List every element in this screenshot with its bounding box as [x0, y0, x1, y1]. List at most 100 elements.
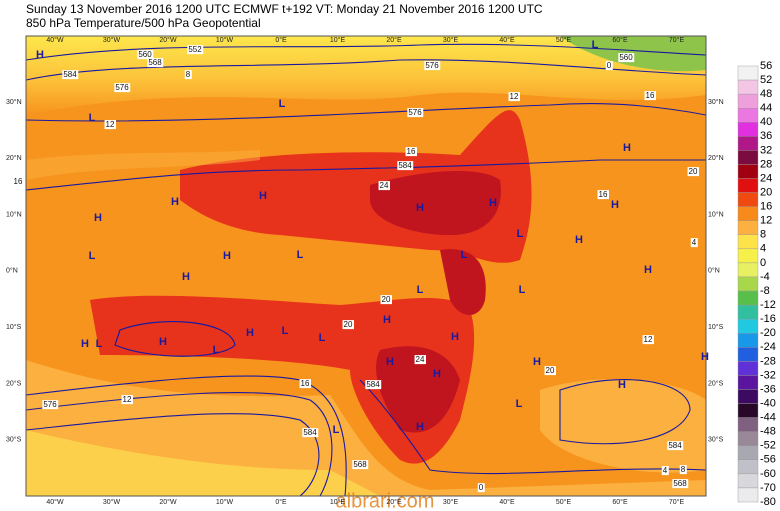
colorbar-swatch [737, 487, 759, 503]
lon-label: 40°W [46, 36, 64, 44]
lat-label: 0°N [6, 267, 18, 275]
contour-label: 4 [663, 466, 668, 475]
colorbar-swatch [737, 65, 759, 81]
lat-label: 30°N [6, 98, 22, 106]
pressure-center: H [182, 271, 190, 283]
lon-label: 50°E [556, 36, 572, 44]
colorbar-label: -36 [760, 383, 776, 395]
colorbar-label: 12 [760, 215, 772, 227]
contour-label: 12 [510, 92, 519, 101]
lon-label: 60°E [612, 36, 628, 44]
pressure-center: H [386, 356, 394, 368]
map-field [26, 36, 706, 496]
lon-label: 70°E [669, 498, 685, 506]
lon-label: 20°E [386, 36, 402, 44]
colorbar-label: -8 [760, 285, 770, 297]
contour-label-box [299, 379, 311, 389]
contour-label: 0 [479, 483, 484, 492]
colorbar-label: -20 [760, 327, 776, 339]
lon-label: 40°E [499, 498, 515, 506]
colorbar-swatch [737, 220, 759, 235]
contour-label: 584 [63, 70, 77, 79]
colorbar-label: 24 [760, 172, 772, 184]
lat-label: 10°N [6, 210, 22, 218]
lat-label: 10°S [6, 323, 22, 331]
contour-label-box [405, 147, 417, 157]
colorbar-swatch [737, 431, 759, 446]
contour-label-box [687, 167, 699, 177]
contour-label-box [104, 120, 116, 130]
watermark: albrari.com [336, 490, 435, 511]
contour-label-box [597, 190, 609, 200]
colorbar-swatch [737, 248, 759, 264]
lon-label: 20°W [159, 498, 177, 506]
pressure-center: H [416, 421, 424, 433]
lat-label: 0°N [708, 267, 720, 275]
lon-label: 0°E [275, 36, 287, 44]
pressure-center: L [516, 398, 523, 410]
lon-label: 30°W [103, 36, 121, 44]
colorbar-label: -16 [760, 313, 776, 325]
contour-label: 568 [148, 58, 162, 67]
lon-label: 20°W [159, 36, 177, 44]
lon-label: 40°W [46, 498, 64, 506]
colorbar-label: -32 [760, 369, 776, 381]
colorbar-swatch [737, 136, 759, 151]
lat-label: 20°N [6, 154, 22, 162]
colorbar-label: 36 [760, 130, 772, 142]
colorbar-label: 4 [760, 243, 766, 255]
colorbar-swatch [737, 262, 759, 278]
lon-label: 30°E [443, 498, 459, 506]
lat-label: 20°S [708, 379, 724, 387]
contour-label: 16 [301, 379, 310, 388]
lon-label: 40°E [499, 36, 515, 44]
contour-label: 16 [14, 177, 23, 186]
contour-label: 584 [303, 428, 317, 437]
contour-label: 12 [644, 335, 653, 344]
contour-label-box [477, 483, 485, 493]
contour-label: 20 [344, 320, 353, 329]
colorbar-label: -28 [760, 355, 776, 367]
contour-label-box [414, 355, 426, 365]
pressure-center: H [171, 196, 179, 208]
contour-label-box [672, 479, 689, 489]
contour-label-box [690, 238, 698, 248]
lon-label: 10°E [330, 36, 346, 44]
contour-label-box [62, 70, 79, 80]
pressure-center: L [319, 332, 326, 344]
colorbar-swatch [737, 347, 759, 362]
colorbar-label: -4 [760, 271, 770, 283]
pressure-center: H [533, 356, 541, 368]
colorbar-swatch [737, 304, 759, 320]
colorbar-label: 52 [760, 74, 772, 86]
contour-label-box [147, 58, 164, 68]
contour-label: 24 [416, 355, 425, 364]
colorbar-swatch [737, 473, 759, 489]
colorbar-label: -56 [760, 454, 776, 466]
contour-label: 584 [398, 161, 412, 170]
contour-label: 8 [186, 70, 191, 79]
colorbar-label: 48 [760, 88, 772, 100]
lon-label: 70°E [669, 36, 685, 44]
contour-label: 552 [188, 45, 202, 54]
pressure-center: L [417, 284, 424, 296]
contour-label-box [12, 177, 24, 187]
contour-label-box [642, 335, 654, 345]
lat-label: 20°N [708, 154, 724, 162]
pressure-center: H [451, 331, 459, 343]
pressure-center: H [223, 250, 231, 262]
colorbar-swatch [737, 361, 759, 376]
header-line: 850 hPa Temperature/500 hPa Geopotential [26, 16, 261, 30]
pressure-center: L [333, 424, 340, 436]
lon-label: 10°W [216, 36, 234, 44]
contour-label: 576 [408, 108, 422, 117]
header-line: Sunday 13 November 2016 1200 UTC ECMWF t… [26, 2, 543, 16]
pressure-center: H [246, 327, 254, 339]
contour-label-box [407, 108, 424, 118]
lon-label: 0°E [275, 498, 287, 506]
colorbar-swatch [737, 333, 759, 348]
contour-label: 576 [43, 400, 57, 409]
pressure-center: L [519, 284, 526, 296]
contour-label-box [137, 50, 154, 60]
map-frame [25, 35, 707, 497]
